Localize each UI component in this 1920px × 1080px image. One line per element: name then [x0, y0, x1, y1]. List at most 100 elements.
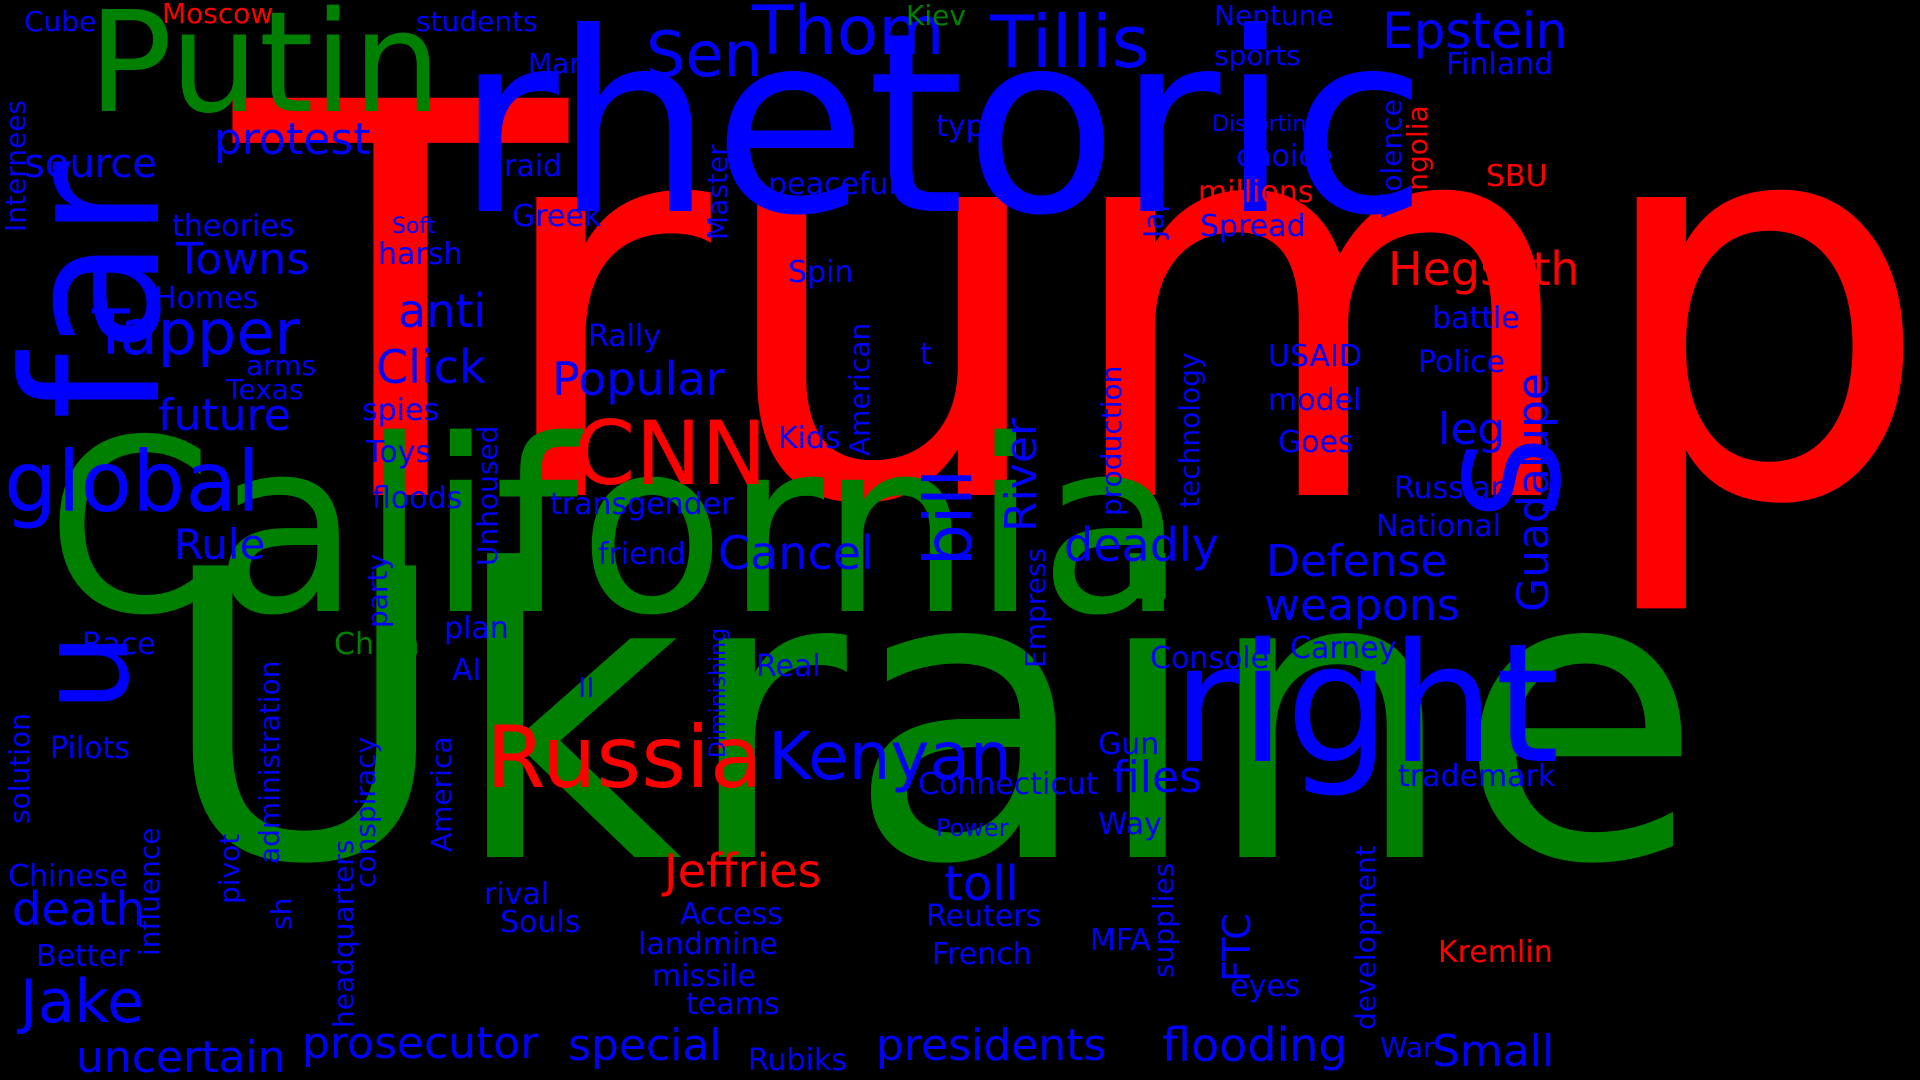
word-power: Power: [936, 814, 1009, 842]
word-japanese: Japanese: [1137, 110, 1170, 238]
word-t: t: [920, 337, 932, 372]
word-thom: Thom: [752, 0, 945, 71]
word-choice: choice: [1236, 139, 1334, 174]
word-real: Real: [756, 649, 821, 684]
word-source: source: [24, 141, 157, 187]
word-arms: arms: [246, 349, 317, 382]
word-distorting: Distorting: [1212, 112, 1321, 137]
word-rubiks: Rubiks: [748, 1043, 847, 1078]
word-homes: Homes: [154, 281, 259, 316]
word-technology: technology: [1173, 352, 1206, 508]
word-raid: raid: [504, 149, 563, 184]
word-connecticut: Connecticut: [918, 767, 1098, 802]
word-headquarters: headquarters: [327, 839, 360, 1028]
word-kremlin: Kremlin: [1438, 935, 1553, 970]
word-gun: Gun: [1098, 727, 1160, 762]
word-french: French: [932, 937, 1032, 972]
word-master: Master: [701, 144, 734, 240]
word-way: Way: [1098, 807, 1162, 842]
word-model: model: [1268, 383, 1362, 418]
word-jeffries: Jeffries: [664, 844, 822, 898]
word-mongolia: Mongolia: [1401, 105, 1434, 232]
word-american: American: [843, 322, 876, 456]
word-texas: Texas: [226, 373, 304, 406]
word-millions: millions: [1198, 175, 1314, 210]
word-rally: Rally: [588, 319, 661, 354]
word-files: files: [1112, 752, 1202, 803]
word-special: special: [568, 1020, 722, 1071]
word-spin: Spin: [788, 255, 854, 290]
word-mark: Mark: [528, 47, 598, 80]
word-neptune: Neptune: [1214, 0, 1334, 32]
word-river: River: [996, 418, 1047, 532]
word-deadly: deadly: [1064, 518, 1219, 572]
word-teams: teams: [686, 987, 780, 1022]
word-death: death: [12, 882, 145, 936]
word-leg: leg: [1438, 404, 1506, 455]
word-solution: solution: [3, 713, 36, 824]
word-russian: Russian: [1394, 471, 1510, 506]
word-sbu: SBU: [1486, 159, 1548, 194]
word-empress: Empress: [1019, 547, 1052, 668]
word-development: development: [1349, 845, 1382, 1030]
word-missile: missile: [652, 959, 756, 994]
word-soft: Soft: [392, 214, 436, 239]
word-flooding: flooding: [1162, 1018, 1348, 1072]
word-kids: Kids: [778, 421, 841, 456]
word-popular: Popular: [552, 352, 725, 406]
word-souls: Souls: [500, 905, 581, 940]
word-better: Better: [36, 939, 130, 974]
word-tapper: Tapper: [92, 296, 300, 369]
word-violence: Violence: [1375, 99, 1408, 218]
word-rival: rival: [484, 877, 550, 912]
word-peaceful: peaceful: [768, 167, 897, 202]
word-reuters: Reuters: [926, 899, 1042, 934]
word-harsh: harsh: [378, 237, 463, 272]
word-national: National: [1376, 509, 1502, 544]
word-america: America: [425, 736, 458, 853]
word-transgender: transgender: [550, 487, 734, 522]
word-moscow: Moscow: [162, 0, 274, 30]
word-california: California: [46, 388, 1186, 668]
word-race: Race: [82, 627, 156, 662]
word-protest: protest: [214, 114, 371, 165]
word-mfa: MFA: [1090, 923, 1151, 958]
word-internees: Internees: [0, 99, 32, 232]
word-ai: AI: [452, 653, 482, 688]
word-rule: Rule: [174, 520, 266, 569]
word-jake: Jake: [20, 967, 144, 1037]
word-influence: influence: [133, 827, 166, 956]
word-small: Small: [1432, 1026, 1555, 1077]
word-greek: Greek: [512, 199, 602, 234]
word-epstein: Epstein: [1382, 2, 1568, 60]
word-pilots: Pilots: [50, 731, 130, 766]
word-theories: theories: [172, 209, 295, 244]
word-right: right: [1172, 608, 1560, 800]
word-battle: battle: [1432, 301, 1520, 336]
word-toys: Toys: [366, 435, 431, 470]
word-cnn: CNN: [574, 402, 768, 505]
word-trump: Trump: [234, 0, 1920, 624]
word-sen: Sen: [646, 18, 763, 91]
word-spread: Spread: [1200, 209, 1306, 244]
word-weapons: weapons: [1264, 580, 1460, 631]
word-supplies: supplies: [1147, 862, 1180, 978]
word-police: Police: [1418, 345, 1505, 380]
word-cube: Cube: [24, 5, 97, 38]
word-type: type: [936, 109, 1004, 144]
word-unhoused: Unhoused: [471, 425, 504, 566]
word-ii: II: [578, 671, 595, 704]
word-future: future: [158, 390, 291, 441]
word-tillis: Tillis: [990, 0, 1150, 84]
word-friend: friend: [598, 537, 686, 572]
word-towns: Towns: [176, 234, 310, 285]
word-goes: Goes: [1278, 425, 1354, 460]
word-students: students: [416, 5, 538, 38]
word-russia: Russia: [486, 708, 763, 808]
word-presidents: presidents: [876, 1020, 1107, 1071]
word-diminishing: Diminishing: [706, 627, 731, 758]
word-sports: sports: [1214, 39, 1301, 72]
word-production: production: [1095, 365, 1128, 516]
word-chinese: Chinese: [8, 859, 128, 894]
word-china: China: [334, 627, 420, 662]
